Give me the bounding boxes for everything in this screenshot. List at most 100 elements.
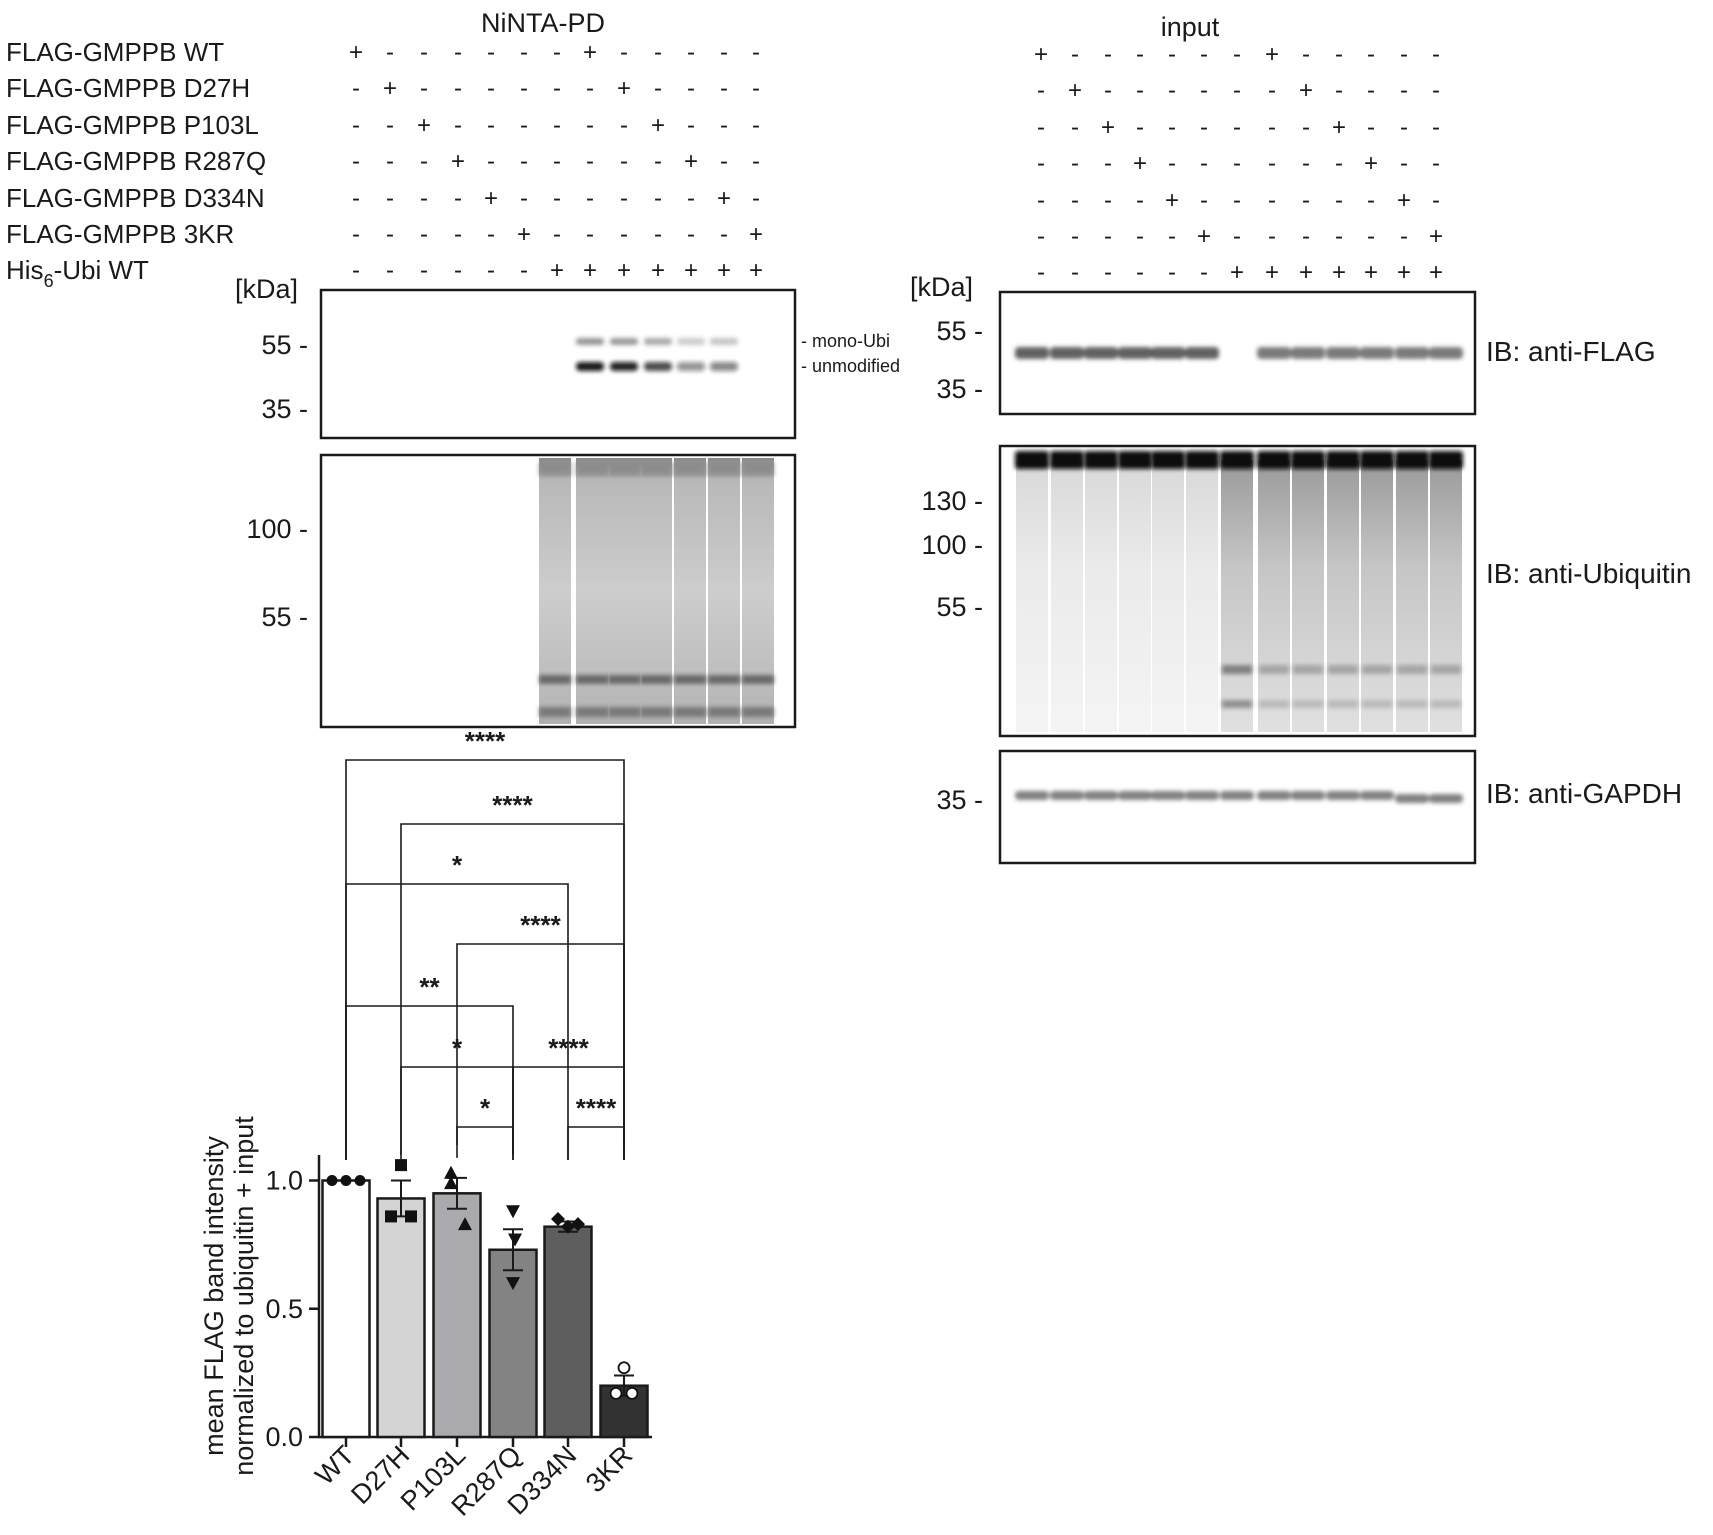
input-lane-symbol: + — [1332, 259, 1346, 286]
input-lane-symbol: - — [1037, 114, 1045, 141]
input-lane-symbol: - — [1400, 150, 1408, 177]
ubiquitin-lane — [1016, 460, 1048, 732]
input-ubi-tick-55: 55 - — [936, 592, 983, 622]
band-flag — [1257, 347, 1291, 359]
ubiquitin-band — [608, 675, 640, 684]
ubiquitin-band — [1362, 700, 1392, 708]
pd-lane-symbol: + — [550, 257, 564, 284]
condition-label: FLAG-GMPPB WT — [6, 37, 224, 67]
pd-flag-tick-55: 55 - — [261, 330, 308, 360]
ubiquitin-band — [708, 707, 740, 717]
input-lane-symbol: - — [1268, 187, 1276, 214]
input-lane-symbol: - — [1335, 77, 1343, 104]
data-point — [458, 1217, 472, 1231]
input-lane-symbol: - — [1037, 187, 1045, 214]
pd-lane-symbol: + — [383, 75, 397, 102]
ubiquitin-lane — [1186, 460, 1218, 732]
ubiquitin-band — [576, 707, 608, 717]
input-lane-symbol: + — [1034, 41, 1048, 68]
significance-label: **** — [492, 790, 533, 820]
pd-lane-symbol: - — [720, 148, 728, 175]
significance-bracket — [456, 1126, 514, 1160]
input-lane-symbol: - — [1432, 114, 1440, 141]
ubiquitin-band — [1222, 700, 1252, 708]
pd-lane-symbol: - — [420, 221, 428, 248]
band-unmodified — [677, 362, 705, 371]
input-lane-symbol: + — [1397, 187, 1411, 214]
y-axis-title-line-1: mean FLAG band intensity — [199, 1136, 229, 1456]
input-lane-symbol: + — [1265, 259, 1279, 286]
y-axis-title-line-2: normalized to ubiquitin + input — [229, 1116, 259, 1476]
band-gapdh — [1326, 791, 1360, 800]
pd-lane-symbol: + — [617, 257, 631, 284]
ubiquitin-smear — [608, 458, 640, 724]
pd-lane-symbol: - — [752, 148, 760, 175]
input-gapdh-blot: 35 - IB: anti-GAPDH — [936, 749, 1682, 865]
band-flag — [1185, 347, 1219, 359]
input-lane-symbol: + — [1364, 259, 1378, 286]
data-point — [508, 1233, 522, 1247]
input-lane-symbol: + — [1165, 187, 1179, 214]
ubiquitin-lane — [1396, 460, 1428, 732]
pd-lane-symbol: + — [749, 257, 763, 284]
ubiquitin-band — [1293, 700, 1323, 708]
input-flag-blot: 55 - 35 - IB: anti-FLAG — [936, 290, 1656, 416]
pd-lane-symbol: - — [720, 39, 728, 66]
band-flag — [1429, 347, 1463, 359]
pd-lane-symbol: - — [553, 148, 561, 175]
pd-lane-symbol: - — [654, 148, 662, 175]
band-gapdh — [1015, 791, 1049, 800]
pd-lane-symbol: - — [454, 221, 462, 248]
input-lane-symbol: - — [1233, 150, 1241, 177]
data-point — [405, 1210, 417, 1223]
ubiquitin-band-top — [1015, 451, 1049, 469]
ubiquitin-band — [708, 462, 740, 476]
pd-lane-symbol: + — [684, 257, 698, 284]
input-lane-symbol: - — [1335, 150, 1343, 177]
input-lane-symbol: - — [1071, 187, 1079, 214]
ubiquitin-lane — [1152, 460, 1184, 732]
pd-lane-symbol: - — [752, 112, 760, 139]
significance-label: **** — [548, 1033, 589, 1063]
pd-lane-symbol: - — [620, 185, 628, 212]
pd-lane-symbol: - — [520, 257, 528, 284]
ubiquitin-band — [708, 675, 740, 684]
ubiquitin-band — [1431, 665, 1461, 674]
pd-lane-symbol: - — [352, 221, 360, 248]
ubiquitin-band — [640, 462, 672, 476]
pd-lane-symbol: - — [687, 112, 695, 139]
ubiquitin-lane — [1258, 460, 1290, 732]
ubiquitin-lane — [1292, 460, 1324, 732]
condition-matrix: FLAG-GMPPB WT + +- -- -- -- -- -- -+ +- -- -- -- -- -F… — [6, 37, 1443, 291]
band-gapdh — [1084, 791, 1118, 800]
input-lane-symbol: - — [1335, 41, 1343, 68]
pd-lane-symbol: + — [484, 185, 498, 212]
significance-bracket — [512, 1066, 625, 1155]
pd-lane-symbol: - — [520, 39, 528, 66]
significance-label: * — [452, 850, 463, 880]
band-mono-ubi — [576, 338, 604, 345]
pd-lane-symbol: - — [487, 148, 495, 175]
pd-lane-symbol: - — [386, 112, 394, 139]
input-lane-symbol: + — [1364, 150, 1378, 177]
pd-lane-symbol: - — [752, 75, 760, 102]
pd-lane-symbol: - — [520, 112, 528, 139]
significance-label: **** — [576, 1093, 617, 1123]
input-ubi-tick-130: 130 - — [921, 486, 983, 516]
ubiquitin-band — [640, 675, 672, 684]
band-gapdh — [1291, 791, 1325, 800]
input-lane-symbol: - — [1432, 77, 1440, 104]
ubiquitin-band — [1328, 665, 1358, 674]
y-tick-label: 1.0 — [265, 1166, 303, 1196]
input-lane-symbol: - — [1367, 41, 1375, 68]
data-point — [625, 1386, 639, 1400]
ubiquitin-band — [1431, 700, 1461, 708]
input-lane-symbol: - — [1200, 150, 1208, 177]
input-lane-symbol: + — [1197, 223, 1211, 250]
input-gapdh-blot-frame — [998, 749, 1477, 865]
input-lane-symbol: - — [1432, 187, 1440, 214]
pd-flag-blot: 55 - 35 - - mono-Ubi - unmodified — [261, 288, 900, 440]
data-point — [354, 1175, 366, 1186]
input-lane-symbol: - — [1302, 223, 1310, 250]
pd-lane-symbol: + — [749, 221, 763, 248]
